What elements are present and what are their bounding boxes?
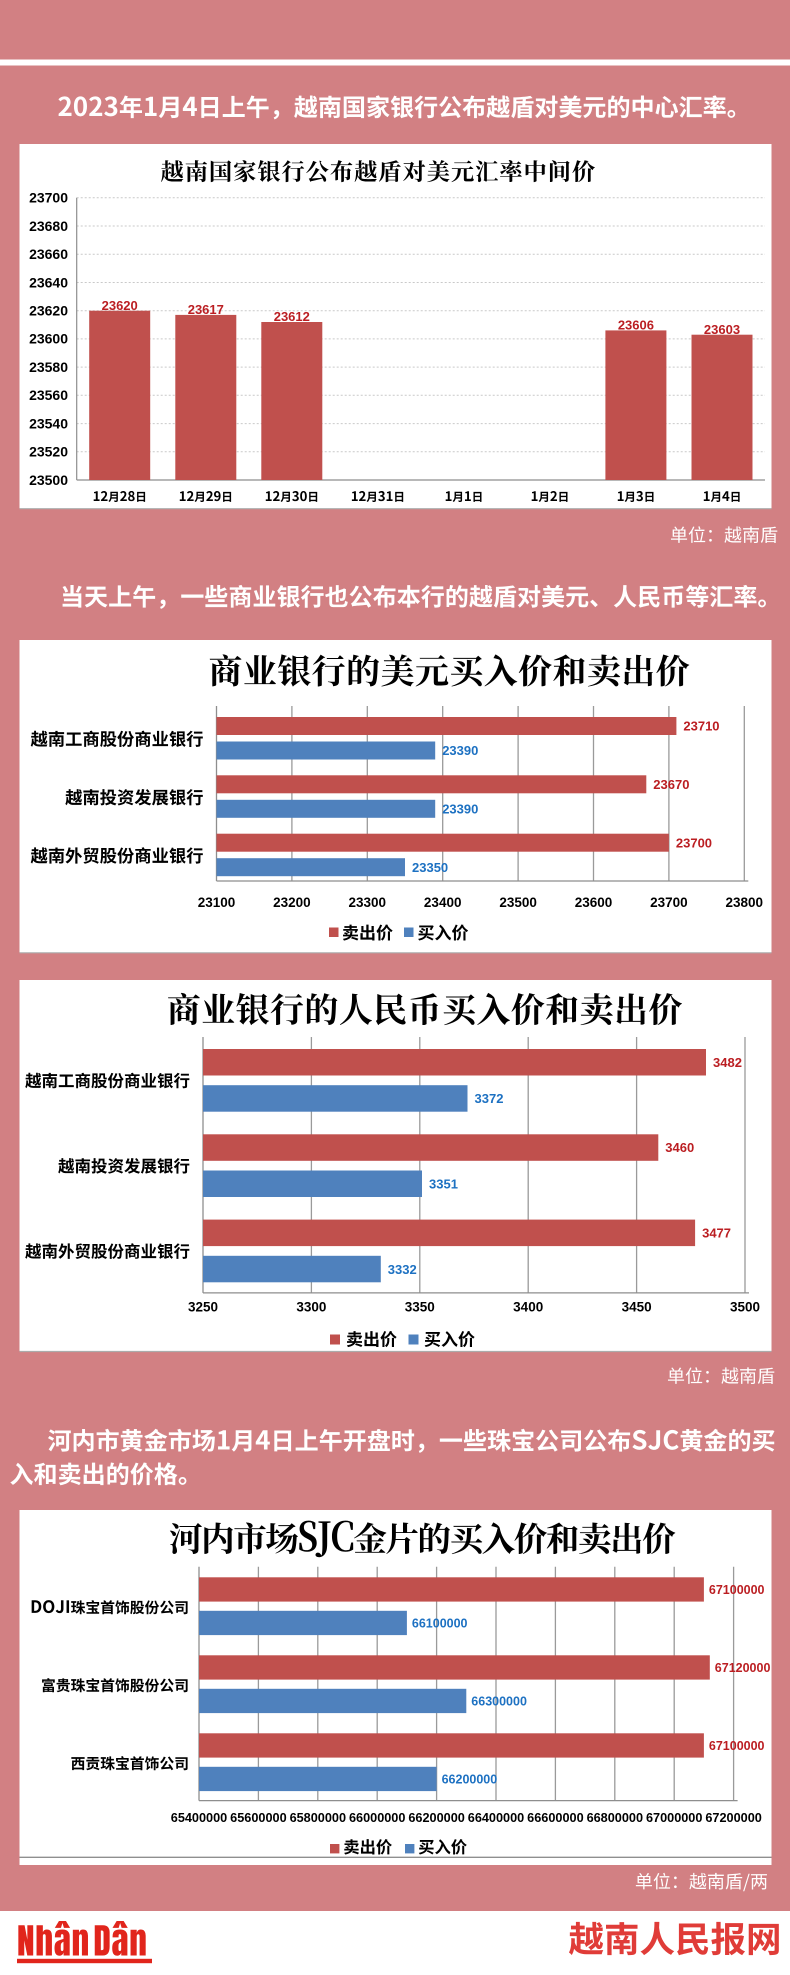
svg-text:23640: 23640 (29, 274, 68, 290)
svg-text:3372: 3372 (475, 1091, 504, 1106)
svg-text:3350: 3350 (405, 1300, 435, 1315)
svg-text:23800: 23800 (726, 895, 764, 910)
svg-text:23350: 23350 (412, 860, 448, 875)
svg-text:23603: 23603 (704, 322, 740, 337)
svg-text:67200000: 67200000 (705, 1811, 761, 1825)
svg-text:23620: 23620 (102, 298, 138, 313)
svg-text:23500: 23500 (29, 472, 68, 488)
svg-text:66400000: 66400000 (468, 1811, 524, 1825)
svg-text:66800000: 66800000 (587, 1811, 643, 1825)
svg-text:23560: 23560 (29, 387, 68, 403)
svg-text:23620: 23620 (29, 303, 68, 319)
svg-text:23700: 23700 (29, 190, 68, 206)
svg-text:23520: 23520 (29, 444, 68, 460)
svg-text:23670: 23670 (653, 777, 689, 792)
svg-text:66200000: 66200000 (408, 1811, 464, 1825)
svg-text:23540: 23540 (29, 415, 68, 431)
svg-text:3300: 3300 (296, 1300, 326, 1315)
svg-text:23600: 23600 (575, 895, 613, 910)
svg-text:66100000: 66100000 (412, 1617, 468, 1631)
svg-text:23500: 23500 (499, 895, 537, 910)
svg-text:66000000: 66000000 (349, 1811, 405, 1825)
svg-text:23700: 23700 (650, 895, 688, 910)
svg-text:3500: 3500 (730, 1300, 760, 1315)
svg-text:3482: 3482 (713, 1055, 742, 1070)
svg-text:23680: 23680 (29, 218, 68, 234)
svg-text:23100: 23100 (198, 895, 236, 910)
svg-text:67100000: 67100000 (709, 1583, 765, 1597)
svg-text:23200: 23200 (273, 895, 311, 910)
svg-text:23606: 23606 (618, 318, 654, 333)
svg-text:65600000: 65600000 (230, 1811, 286, 1825)
svg-text:3477: 3477 (702, 1226, 731, 1241)
svg-text:3332: 3332 (388, 1262, 417, 1277)
svg-text:23700: 23700 (676, 835, 712, 850)
svg-text:23580: 23580 (29, 359, 68, 375)
svg-text:66600000: 66600000 (527, 1811, 583, 1825)
svg-text:3460: 3460 (665, 1140, 694, 1155)
svg-text:23612: 23612 (274, 309, 310, 324)
svg-text:67000000: 67000000 (646, 1811, 702, 1825)
svg-text:66200000: 66200000 (442, 1773, 498, 1787)
svg-text:3250: 3250 (188, 1300, 218, 1315)
svg-text:3351: 3351 (429, 1177, 458, 1192)
svg-text:67120000: 67120000 (715, 1661, 771, 1675)
svg-text:65400000: 65400000 (171, 1811, 227, 1825)
svg-text:23400: 23400 (424, 895, 462, 910)
svg-text:23390: 23390 (442, 802, 478, 817)
svg-text:3450: 3450 (622, 1300, 652, 1315)
svg-text:65800000: 65800000 (290, 1811, 346, 1825)
svg-text:23660: 23660 (29, 246, 68, 262)
svg-text:67100000: 67100000 (709, 1739, 765, 1753)
svg-text:23617: 23617 (188, 302, 224, 317)
svg-text:66300000: 66300000 (471, 1695, 527, 1709)
svg-text:3400: 3400 (513, 1300, 543, 1315)
svg-text:23390: 23390 (442, 743, 478, 758)
svg-text:23300: 23300 (349, 895, 387, 910)
svg-text:23710: 23710 (683, 719, 719, 734)
svg-text:23600: 23600 (29, 331, 68, 347)
